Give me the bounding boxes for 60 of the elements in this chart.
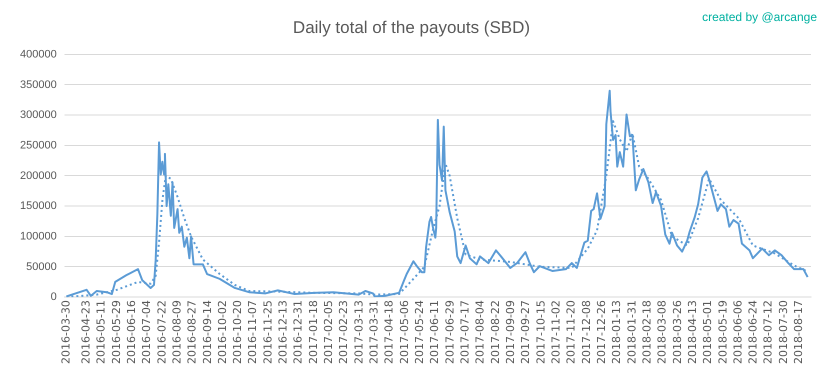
text: created by @arcange — [702, 10, 817, 24]
y-tick-label: 400000 — [20, 48, 57, 60]
x-tick-label: 2017-04-18 — [382, 300, 396, 364]
x-tick-label: 2018-08-17 — [792, 300, 806, 364]
x-tick-label: 2017-09-09 — [504, 300, 517, 364]
x-tick-label: 2016-12-13 — [276, 300, 290, 364]
x-tick-label: 2017-02-23 — [337, 300, 350, 364]
x-tick-label: 2018-05-19 — [716, 300, 730, 364]
x-tick-label: 2016-11-25 — [261, 300, 274, 364]
x-tick-label: 2017-12-08 — [580, 300, 593, 364]
y-tick-label: 50000 — [26, 260, 57, 273]
x-tick-label: 2018-01-31 — [625, 300, 638, 364]
x-tick-label: 2017-08-04 — [474, 300, 487, 364]
x-tick-label: 2017-12-26 — [594, 300, 608, 364]
x-tick-label: 2018-01-13 — [610, 300, 624, 364]
x-tick-label: 2017-05-06 — [398, 300, 411, 364]
x-tick-label: 2016-05-11 — [94, 300, 108, 364]
x-tick-label: 2017-01-18 — [306, 300, 320, 364]
x-tick-label: 2017-11-20 — [564, 300, 578, 364]
x-tick-label: 2016-08-27 — [186, 300, 199, 364]
x-tick-label: 2016-04-23 — [79, 300, 92, 364]
x-tick-label: 2016-03-30 — [59, 300, 72, 364]
x-tick-label: 2017-06-29 — [443, 300, 456, 364]
x-tick-label: 2017-11-02 — [549, 300, 562, 364]
y-tick-label: 300000 — [20, 109, 57, 122]
x-tick-label: 2016-09-14 — [200, 300, 214, 364]
x-tick-label: 2018-05-01 — [701, 300, 714, 364]
x-tick-label: 2017-08-22 — [488, 300, 502, 364]
x-tick-label: 2018-02-18 — [640, 300, 654, 364]
x-tick-label: 2018-03-26 — [670, 300, 684, 364]
x-tick-label: 2017-06-11 — [428, 300, 442, 364]
x-tick-label: 2018-03-08 — [656, 300, 669, 364]
x-tick-label: 2017-09-27 — [519, 300, 532, 364]
y-tick-label: 200000 — [20, 170, 57, 182]
x-tick-label: 2016-08-09 — [170, 300, 184, 364]
x-tick-label: 2018-06-24 — [746, 300, 760, 364]
x-tick-label: 2016-05-29 — [110, 300, 123, 364]
x-tick-label: 2016-06-16 — [124, 300, 138, 364]
chart-title: Daily total of the payouts (SBD) — [292, 18, 530, 37]
x-tick-label: 2018-06-06 — [731, 300, 744, 364]
x-tick-label: 2017-05-24 — [413, 300, 426, 364]
x-tick-label: 2016-12-31 — [292, 300, 305, 364]
x-tick-label: 2016-11-07 — [246, 300, 260, 364]
x-tick-label: 2017-07-17 — [458, 300, 472, 364]
x-tick-label: 2017-03-13 — [352, 300, 366, 364]
y-tick-label: 150000 — [20, 200, 57, 212]
y-tick-label: 250000 — [20, 139, 57, 152]
x-tick-label: 2016-07-22 — [155, 300, 168, 364]
x-tick-label: 2017-02-05 — [322, 300, 336, 364]
x-tick-label: 2018-07-30 — [776, 300, 790, 364]
x-tick-label: 2018-07-12 — [762, 300, 775, 364]
x-tick-label: 2016-10-20 — [231, 300, 244, 364]
y-tick-label: 100000 — [20, 230, 57, 242]
x-tick-label: 2016-10-02 — [216, 300, 229, 364]
x-tick-label: 2018-04-13 — [686, 300, 699, 364]
y-tick-label: 0 — [50, 291, 57, 304]
y-tick-label: 350000 — [20, 78, 57, 91]
x-tick-label: 2017-10-15 — [534, 300, 548, 364]
x-tick-label: 2016-07-04 — [140, 300, 154, 364]
x-tick-label: 2017-03-31 — [368, 300, 381, 364]
